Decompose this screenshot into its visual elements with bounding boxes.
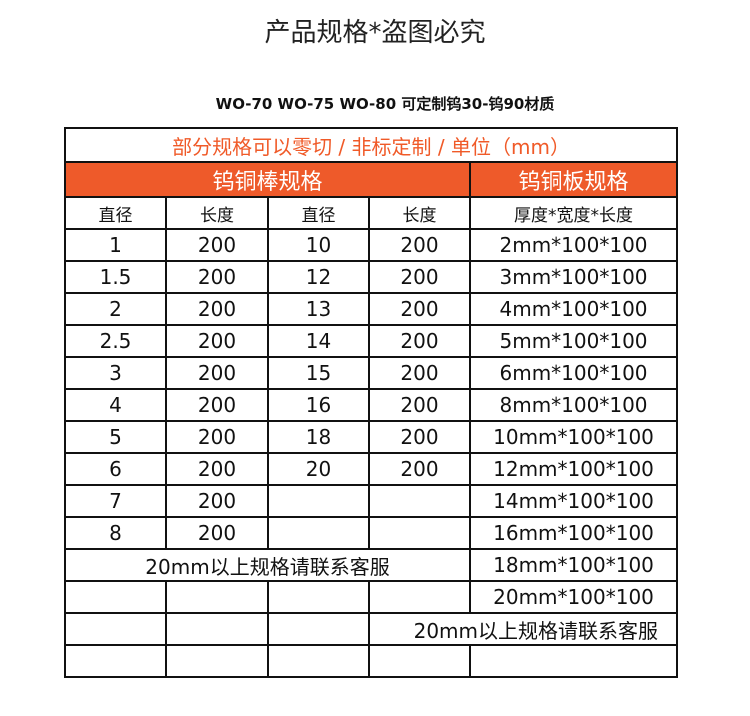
col-header-length: 长度 xyxy=(368,196,471,230)
table-row: 7 200 14mm*100*100 xyxy=(64,484,679,518)
col-header-diameter: 直径 xyxy=(64,196,167,230)
empty-cell xyxy=(165,612,269,646)
table-cell: 200 xyxy=(165,484,269,518)
table-cell: 18mm*100*100 xyxy=(468,548,679,582)
empty-cell xyxy=(368,644,471,678)
table-cell: 200 xyxy=(165,452,269,486)
table-cell: 200 xyxy=(368,324,471,358)
empty-cell xyxy=(165,580,269,614)
table-cell: 200 xyxy=(368,228,471,262)
table-cell: 4 xyxy=(64,388,167,422)
table-cell: 200 xyxy=(368,260,471,294)
table-cell: 200 xyxy=(165,324,269,358)
table-cell: 16mm*100*100 xyxy=(468,516,679,550)
table-cell: 13 xyxy=(267,292,370,326)
table-cell: 14 xyxy=(267,324,370,358)
table-cell: 12mm*100*100 xyxy=(468,452,679,486)
table-cell: 2.5 xyxy=(64,324,167,358)
spec-table: 部分规格可以零切 / 非标定制 / 单位（mm） 钨铜棒规格 钨铜板规格 直径 … xyxy=(63,127,679,678)
empty-cell xyxy=(267,612,370,646)
plate-contact-note: 20mm以上规格请联系客服 xyxy=(367,612,679,646)
table-row: 1.5 200 12 200 3mm*100*100 xyxy=(64,260,679,294)
table-cell: 3 xyxy=(64,356,167,390)
table-cell: 8mm*100*100 xyxy=(468,388,679,422)
table-row: 2 200 13 200 4mm*100*100 xyxy=(64,292,679,326)
table-cell: 200 xyxy=(165,292,269,326)
table-cell: 200 xyxy=(165,260,269,294)
plate-spec-header: 钨铜板规格 xyxy=(468,161,679,198)
table-cell: 6 xyxy=(64,452,167,486)
table-cell: 200 xyxy=(165,356,269,390)
empty-cell xyxy=(267,644,370,678)
table-row: 1 200 10 200 2mm*100*100 xyxy=(64,228,679,262)
table-cell: 5mm*100*100 xyxy=(468,324,679,358)
table-row: 5 200 18 200 10mm*100*100 xyxy=(64,420,679,454)
table-cell: 200 xyxy=(165,388,269,422)
table-cell: 200 xyxy=(368,452,471,486)
table-cell: 16 xyxy=(267,388,370,422)
table-cell: 3mm*100*100 xyxy=(468,260,679,294)
table-cell: 200 xyxy=(165,420,269,454)
table-row: 6 200 20 200 12mm*100*100 xyxy=(64,452,679,486)
table-cell: 200 xyxy=(368,420,471,454)
table-cell xyxy=(368,484,471,518)
col-header-length: 长度 xyxy=(165,196,269,230)
table-cell: 6mm*100*100 xyxy=(468,356,679,390)
table-cell: 5 xyxy=(64,420,167,454)
table-cell: 200 xyxy=(368,388,471,422)
empty-cell xyxy=(468,644,679,678)
col-header-diameter: 直径 xyxy=(267,196,370,230)
rod-spec-header: 钨铜棒规格 xyxy=(64,161,471,198)
table-row: 2.5 200 14 200 5mm*100*100 xyxy=(64,324,679,358)
table-cell: 20 xyxy=(267,452,370,486)
table-cell: 4mm*100*100 xyxy=(468,292,679,326)
table-cell: 200 xyxy=(368,356,471,390)
table-cell xyxy=(368,516,471,550)
table-cell: 7 xyxy=(64,484,167,518)
table-cell: 2 xyxy=(64,292,167,326)
table-cell: 200 xyxy=(165,228,269,262)
table-cell: 15 xyxy=(267,356,370,390)
table-cell: 1.5 xyxy=(64,260,167,294)
table-cell: 14mm*100*100 xyxy=(468,484,679,518)
rod-contact-note: 20mm以上规格请联系客服 xyxy=(64,548,471,582)
table-cell: 1 xyxy=(64,228,167,262)
table-cell: 200 xyxy=(368,292,471,326)
table-cell: 12 xyxy=(267,260,370,294)
page-title: 产品规格*盗图必究 xyxy=(264,18,486,48)
table-cell: 200 xyxy=(165,516,269,550)
table-row: 4 200 16 200 8mm*100*100 xyxy=(64,388,679,422)
table-cell: 8 xyxy=(64,516,167,550)
table-cell: 2mm*100*100 xyxy=(468,228,679,262)
table-row: 8 200 16mm*100*100 xyxy=(64,516,679,550)
col-header-plate-dims: 厚度*宽度*长度 xyxy=(468,196,679,230)
table-row: 3 200 15 200 6mm*100*100 xyxy=(64,356,679,390)
empty-cell xyxy=(64,612,167,646)
table-cell: 10mm*100*100 xyxy=(468,420,679,454)
empty-cell xyxy=(64,644,167,678)
table-cell xyxy=(267,484,370,518)
empty-cell xyxy=(165,644,269,678)
table-cell xyxy=(267,516,370,550)
empty-cell xyxy=(368,580,471,614)
table-cell: 18 xyxy=(267,420,370,454)
table-note: 部分规格可以零切 / 非标定制 / 单位（mm） xyxy=(63,127,679,163)
table-cell: 10 xyxy=(267,228,370,262)
material-subtitle: WO-70 WO-75 WO-80 可定制钨30-钨90材质 xyxy=(215,95,555,113)
table-cell: 20mm*100*100 xyxy=(468,580,679,614)
empty-cell xyxy=(64,580,167,614)
empty-cell xyxy=(267,580,370,614)
